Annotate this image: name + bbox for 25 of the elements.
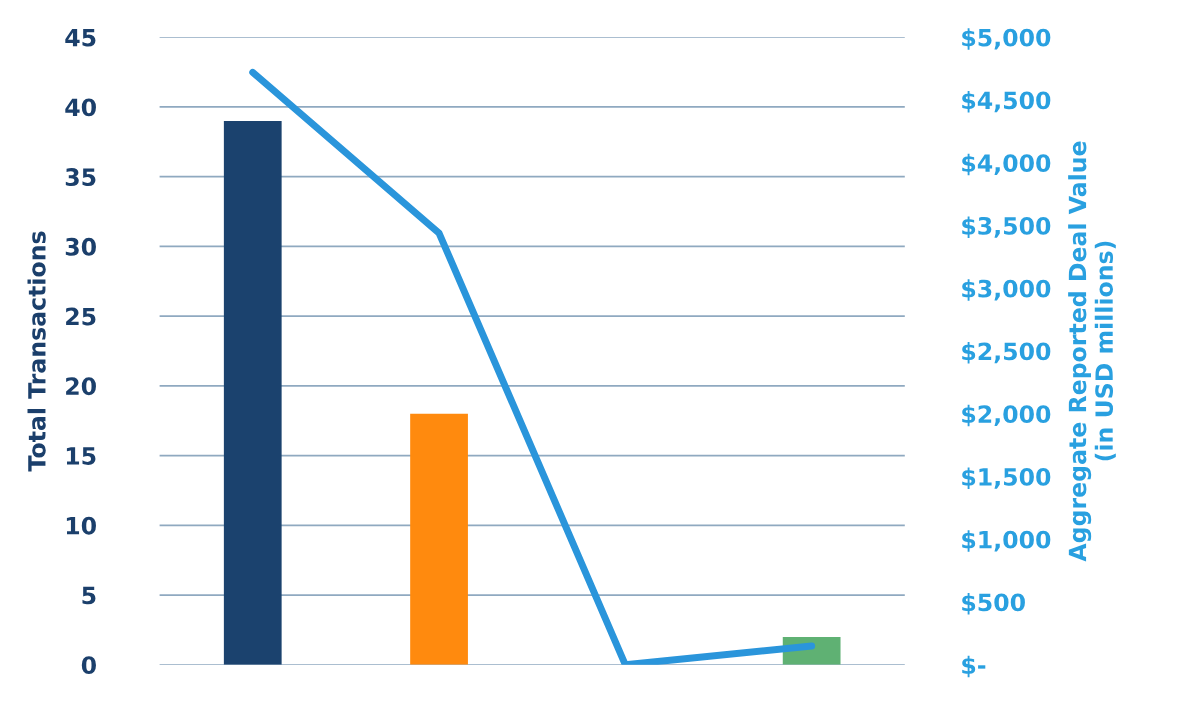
y2-tick-label: $1,500	[962, 467, 1051, 489]
y2-tick-label: $3,500	[962, 216, 1051, 238]
y-axis-title: Total Transactions	[27, 231, 46, 472]
y2-tick-label: $1,000	[962, 530, 1051, 552]
y2-tick-label: $500	[962, 593, 1025, 615]
y-tick-label: 15	[66, 447, 96, 465]
y-tick-label: 40	[65, 98, 96, 117]
y-tick-label: 20	[66, 377, 96, 396]
y-tick-label: 25	[66, 307, 96, 326]
y2-tick-label: $4,500	[962, 90, 1051, 113]
y-tick-label: 30	[65, 237, 96, 256]
y-tick-label: 35	[65, 168, 96, 186]
y2-axis-title: Aggregate Reported Deal Value (in USD millions)	[1068, 141, 1116, 562]
y-tick-label: 5	[82, 586, 96, 605]
y2-tick-label: $2,500	[962, 342, 1051, 364]
y2-tick-label: $5,000	[962, 28, 1051, 50]
y2-tick-label: $-	[962, 655, 986, 678]
y2-tick-label: $4,000	[962, 153, 1051, 176]
y-tick-label: 10	[66, 516, 96, 535]
bar	[223, 120, 282, 665]
y-tick-label: 0	[81, 656, 96, 675]
y2-tick-label: $3,000	[962, 279, 1051, 301]
y-tick-label: 45	[65, 28, 96, 47]
y2-tick-label: $2,000	[962, 404, 1051, 427]
bar	[410, 413, 468, 665]
